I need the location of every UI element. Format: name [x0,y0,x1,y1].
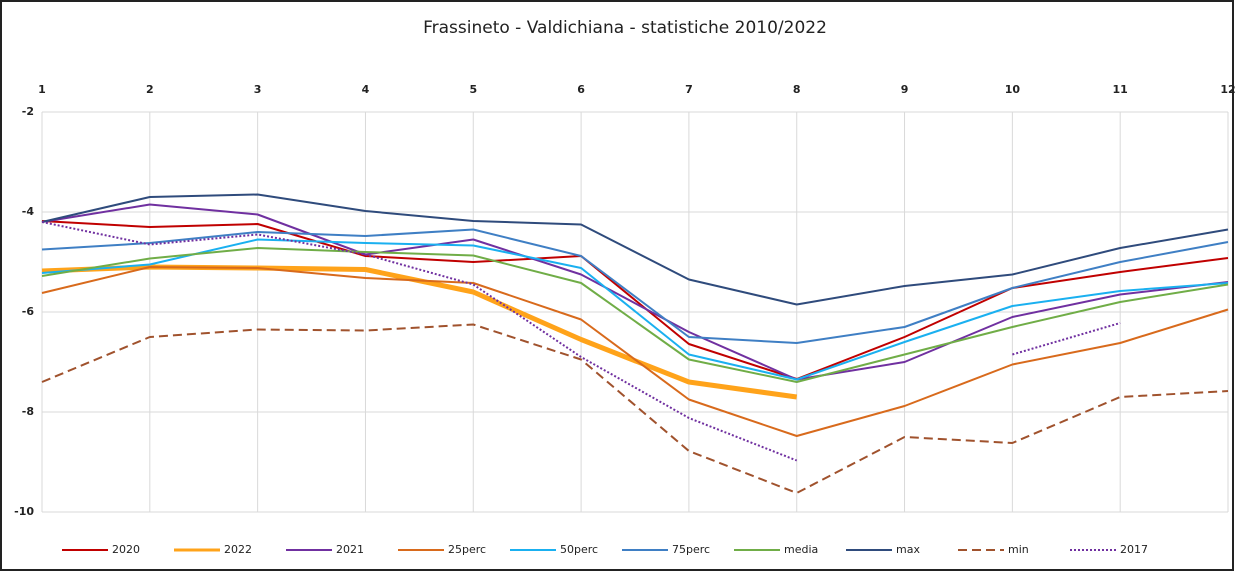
series-line [41,247,1229,383]
x-tick-label: 11 [1113,83,1128,96]
x-tick-label: 2 [146,83,154,96]
legend-label: 50perc [560,543,598,556]
series-line [41,323,1229,494]
x-tick-label: 6 [577,83,585,96]
x-tick-label: 5 [469,83,477,96]
x-tick-label: 10 [1005,83,1021,96]
series-line [41,266,1229,437]
legend-label: max [896,543,920,556]
x-tick-label: 9 [901,83,909,96]
x-tick-label: 4 [362,83,370,96]
y-tick-label: -8 [22,405,34,418]
series-line [41,228,1229,344]
legend-label: 75perc [672,543,710,556]
series-line [41,238,1229,381]
series-line [41,220,1229,380]
series-line [41,203,1229,381]
legend-label: 2022 [224,543,252,556]
y-tick-label: -10 [14,505,34,518]
legend-label: 25perc [448,543,486,556]
chart-title: Frassineto - Valdichiana - statistiche 2… [423,18,827,38]
x-tick-label: 7 [685,83,693,96]
legend-label: 2021 [336,543,364,556]
series-line [41,193,1229,306]
legend-label: media [784,543,818,556]
legend-label: 2017 [1120,543,1148,556]
legend-label: min [1008,543,1029,556]
x-tick-label: 12 [1220,83,1235,96]
x-tick-label: 3 [254,83,262,96]
y-tick-label: -2 [22,105,34,118]
y-tick-label: -6 [22,305,35,318]
y-tick-label: -4 [22,205,35,218]
series-line [41,221,1121,462]
x-tick-label: 8 [793,83,801,96]
x-tick-label: 1 [38,83,46,96]
legend-label: 2020 [112,543,140,556]
